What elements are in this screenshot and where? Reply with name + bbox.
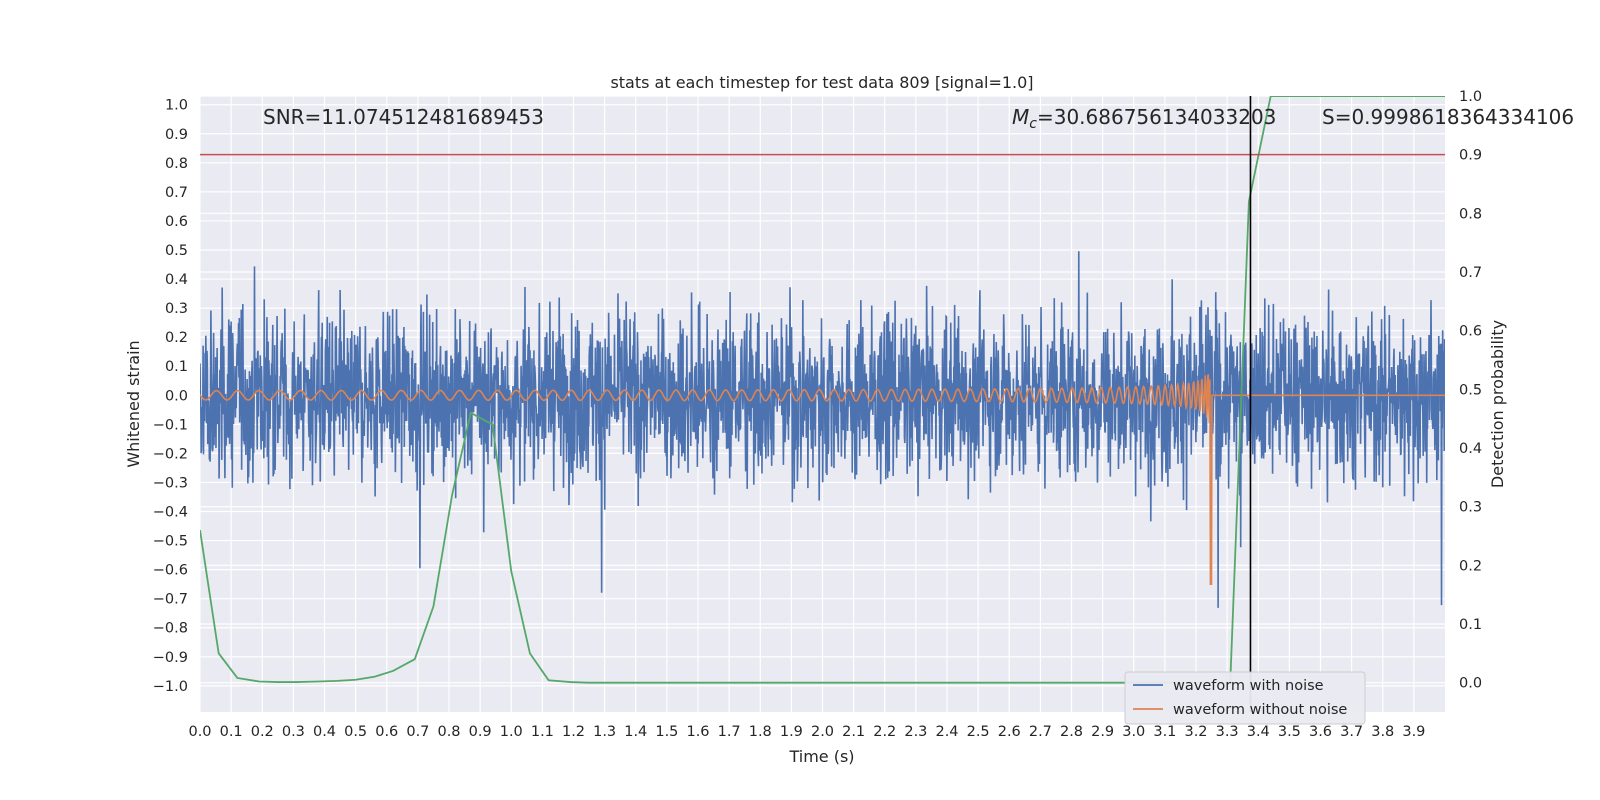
x-tick-label: 0.0 bbox=[188, 724, 211, 740]
legend-label-waveform-without-noise: waveform without noise bbox=[1173, 702, 1347, 718]
x-tick-label: 3.3 bbox=[1216, 724, 1239, 740]
x-tick-label: 2.7 bbox=[1029, 724, 1052, 740]
y-tick-label: −0.6 bbox=[153, 563, 188, 579]
y-right-tick-label: 0.2 bbox=[1459, 558, 1482, 574]
y-tick-labels: 1.0 0.9 0.8 0.7 0.6 0.5 0.4 0.3 0.2 0.1 0.0 −0.1 −0.… bbox=[153, 98, 188, 695]
x-tick-label: 2.3 bbox=[904, 724, 927, 740]
x-tick-label: 3.6 bbox=[1309, 724, 1332, 740]
x-tick-label: 3.1 bbox=[1153, 724, 1176, 740]
y-right-tick-label: 0.8 bbox=[1459, 206, 1482, 222]
legend-box bbox=[1124, 671, 1366, 725]
y-tick-label: −0.4 bbox=[153, 505, 188, 521]
x-tick-label: 1.4 bbox=[624, 724, 647, 740]
x-tick-label: 2.1 bbox=[842, 724, 865, 740]
y-tick-label: −0.2 bbox=[153, 446, 188, 462]
snr-annotation: SNR=11.074512481689453 bbox=[263, 105, 544, 129]
y-tick-label: −0.3 bbox=[153, 475, 188, 491]
y-right-tick-label: 0.4 bbox=[1459, 441, 1482, 457]
y-right-tick-label: 0.5 bbox=[1459, 382, 1482, 398]
x-tick-label: 3.0 bbox=[1122, 724, 1145, 740]
y-tick-label: −0.9 bbox=[153, 650, 188, 666]
x-tick-label: 1.5 bbox=[655, 724, 678, 740]
x-tick-label: 0.2 bbox=[251, 724, 274, 740]
x-tick-label: 1.3 bbox=[593, 724, 616, 740]
x-tick-label: 0.6 bbox=[375, 724, 398, 740]
y-right-tick-label: 0.3 bbox=[1459, 500, 1482, 516]
x-tick-label: 2.4 bbox=[935, 724, 958, 740]
y-right-tick-label: 0.1 bbox=[1459, 617, 1482, 633]
y-tick-label: 0.2 bbox=[165, 330, 188, 346]
legend-label-waveform-with-noise: waveform with noise bbox=[1173, 678, 1324, 694]
x-tick-label: 2.2 bbox=[873, 724, 896, 740]
y-right-tick-label: 1.0 bbox=[1459, 89, 1482, 105]
y-tick-label: −0.7 bbox=[153, 592, 188, 608]
y-right-tick-label: 0.7 bbox=[1459, 265, 1482, 281]
y-axis-label: Whitened strain bbox=[124, 340, 143, 467]
significance-annotation: S=0.9998618364334106 bbox=[1322, 105, 1574, 129]
x-tick-label: 1.2 bbox=[562, 724, 585, 740]
y-tick-label: −1.0 bbox=[153, 679, 188, 695]
chirp-mass-subscript: c bbox=[1029, 116, 1037, 132]
x-tick-label: 0.3 bbox=[282, 724, 305, 740]
x-tick-label: 2.5 bbox=[967, 724, 990, 740]
x-tick-label: 3.2 bbox=[1184, 724, 1207, 740]
x-tick-label: 0.9 bbox=[469, 724, 492, 740]
chirp-mass-annotation: Mc=30.686756134033203 bbox=[1012, 105, 1276, 132]
legend: waveform with noise waveform without noi… bbox=[1124, 671, 1366, 725]
x-tick-label: 0.5 bbox=[344, 724, 367, 740]
x-tick-label: 0.7 bbox=[406, 724, 429, 740]
series-waveform-without-noise bbox=[200, 374, 1445, 585]
y-right-tick-label: 0.0 bbox=[1459, 676, 1482, 692]
x-tick-label: 1.7 bbox=[718, 724, 741, 740]
x-tick-label: 1.1 bbox=[531, 724, 554, 740]
x-tick-labels: 0.0 0.1 0.2 0.3 0.4 0.5 0.6 0.7 0.8 0.9 1.0 1.1 1.2 1… bbox=[188, 724, 1425, 740]
y-tick-label: −0.8 bbox=[153, 621, 188, 637]
series-waveform-with-noise bbox=[200, 251, 1445, 608]
y-tick-label: 0.3 bbox=[165, 301, 188, 317]
y-right-tick-label: 0.6 bbox=[1459, 324, 1482, 340]
x-tick-label: 3.7 bbox=[1340, 724, 1363, 740]
x-tick-label: 0.1 bbox=[220, 724, 243, 740]
x-tick-label: 1.9 bbox=[780, 724, 803, 740]
x-tick-label: 1.0 bbox=[500, 724, 523, 740]
y-tick-label: 0.9 bbox=[165, 127, 188, 143]
x-tick-label: 2.6 bbox=[998, 724, 1021, 740]
series-detection-probability bbox=[200, 96, 1445, 684]
y-tick-label: 0.7 bbox=[165, 185, 188, 201]
x-tick-label: 2.8 bbox=[1060, 724, 1083, 740]
x-tick-label: 0.8 bbox=[437, 724, 460, 740]
x-tick-label: 2.9 bbox=[1091, 724, 1114, 740]
y-tick-label: 0.1 bbox=[165, 359, 188, 375]
chirp-mass-symbol: M bbox=[1012, 105, 1029, 129]
y-tick-label: 0.5 bbox=[165, 243, 188, 259]
x-tick-label: 1.8 bbox=[749, 724, 772, 740]
y-right-axis-label: Detection probability bbox=[1488, 320, 1507, 488]
x-axis-label: Time (s) bbox=[788, 747, 854, 766]
x-tick-label: 3.9 bbox=[1402, 724, 1425, 740]
chart-title: stats at each timestep for test data 809… bbox=[610, 73, 1033, 92]
y-tick-label: 0.0 bbox=[165, 388, 188, 404]
x-tick-label: 1.6 bbox=[686, 724, 709, 740]
y-tick-label: −0.5 bbox=[153, 534, 188, 550]
x-tick-label: 0.4 bbox=[313, 724, 336, 740]
y-right-tick-label: 0.9 bbox=[1459, 148, 1482, 164]
y-tick-label: 0.6 bbox=[165, 214, 188, 230]
x-tick-label: 3.5 bbox=[1278, 724, 1301, 740]
y-right-tick-labels: 1.0 0.9 0.8 0.7 0.6 0.5 0.4 0.3 0.2 0.1 0.0 bbox=[1459, 89, 1482, 692]
y-tick-label: 0.8 bbox=[165, 156, 188, 172]
x-tick-label: 3.4 bbox=[1247, 724, 1270, 740]
y-tick-label: 1.0 bbox=[165, 98, 188, 114]
x-tick-label: 2.0 bbox=[811, 724, 834, 740]
y-tick-label: 0.4 bbox=[165, 272, 188, 288]
y-tick-label: −0.1 bbox=[153, 417, 188, 433]
x-tick-label: 3.8 bbox=[1371, 724, 1394, 740]
chirp-mass-value: =30.686756134033203 bbox=[1037, 105, 1276, 129]
